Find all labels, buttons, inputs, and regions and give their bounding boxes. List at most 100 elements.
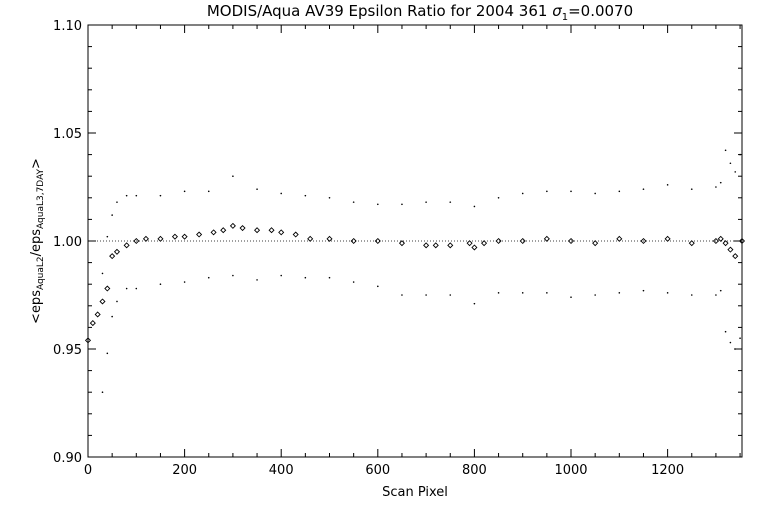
mean-point — [717, 235, 724, 242]
mean-point — [432, 242, 439, 249]
mean-point — [616, 235, 623, 242]
mean-point — [326, 235, 333, 242]
upper-point — [449, 201, 452, 203]
mean-point — [268, 227, 275, 234]
mean-point — [664, 235, 671, 242]
mean-point — [123, 242, 130, 249]
upper-point — [101, 272, 104, 275]
lower-point — [734, 348, 737, 350]
upper-point — [328, 197, 331, 199]
upper-point — [377, 203, 379, 206]
mean-point — [495, 237, 502, 245]
upper-point — [256, 188, 258, 190]
x-tick-label: 1200 — [651, 463, 684, 478]
mean-point — [210, 229, 217, 236]
mean-point — [732, 253, 739, 260]
upper-point — [690, 188, 693, 190]
upper-point — [425, 201, 427, 203]
y-tick-label: 0.95 — [53, 343, 82, 358]
lower-point — [207, 276, 210, 279]
mean-point — [738, 237, 746, 245]
upper-point — [618, 190, 621, 193]
upper-point — [159, 194, 162, 197]
lower-point — [642, 289, 645, 292]
mean-ratio-series — [84, 222, 746, 344]
upper-point — [352, 201, 355, 203]
mean-point — [109, 253, 116, 260]
x-axis: 0 200 400 600 800 1000 1200 — [84, 25, 741, 478]
lower-point — [715, 294, 717, 296]
mean-point — [592, 240, 599, 247]
lower-point — [101, 391, 104, 394]
upper-point — [497, 197, 500, 199]
lower-point — [116, 300, 118, 303]
mean-point — [423, 242, 430, 249]
lower-point — [690, 294, 693, 296]
y-tick-label: 1.10 — [53, 19, 82, 34]
upper-point — [666, 184, 669, 186]
upper-point — [304, 194, 307, 197]
lower-point — [497, 292, 500, 294]
mean-point — [239, 225, 246, 232]
mean-point — [640, 237, 647, 245]
mean-point — [104, 285, 111, 292]
lower-point — [304, 276, 307, 279]
upper-point — [111, 214, 113, 216]
mean-point — [471, 244, 478, 251]
title-sigma: σ — [552, 2, 562, 20]
mean-point — [254, 227, 261, 234]
mean-point — [196, 231, 203, 238]
upper-point — [135, 194, 138, 197]
lower-point — [111, 315, 113, 318]
lower-point — [183, 281, 186, 283]
lower-point — [739, 337, 741, 340]
mean-point — [220, 227, 227, 234]
upper-point — [207, 190, 210, 193]
upper-point — [570, 190, 572, 193]
lower-point — [352, 281, 355, 283]
mean-point — [543, 235, 550, 242]
title-sigma-subscript: 1 — [562, 12, 568, 23]
mean-point — [292, 231, 299, 238]
upper-point — [183, 190, 186, 193]
lower-point — [256, 279, 258, 281]
lower-point — [425, 294, 427, 296]
upper-point — [280, 192, 283, 195]
upper-point — [729, 162, 732, 165]
upper-envelope-series — [101, 149, 741, 275]
upper-point — [401, 203, 403, 206]
y-axis: 0.90 0.95 1.00 1.05 1.10 — [53, 19, 742, 466]
mean-point — [350, 237, 357, 245]
lower-point — [594, 294, 596, 296]
x-tick-label: 800 — [462, 463, 487, 478]
mean-point — [466, 240, 473, 247]
mean-point — [113, 248, 121, 255]
lower-point — [159, 283, 162, 286]
mean-point — [688, 240, 695, 247]
x-tick-label: 0 — [84, 463, 92, 478]
lower-point — [729, 341, 732, 344]
mean-point — [712, 237, 719, 245]
lower-point — [724, 330, 727, 333]
lower-point — [473, 302, 476, 305]
x-tick-label: 200 — [172, 463, 197, 478]
mean-point — [181, 233, 188, 240]
lower-point — [666, 292, 669, 294]
upper-point — [125, 194, 128, 197]
lower-envelope-series — [101, 274, 741, 394]
mean-point — [722, 240, 729, 247]
lower-point — [377, 285, 379, 288]
mean-point — [89, 320, 96, 327]
x-tick-label: 600 — [365, 463, 390, 478]
ylabel-open: <eps — [29, 290, 44, 324]
y-tick-label: 1.05 — [53, 127, 82, 142]
mean-point — [307, 235, 314, 242]
lower-point — [106, 352, 109, 355]
x-tick-label: 1000 — [554, 463, 587, 478]
lower-point — [232, 274, 234, 277]
y-tick-label: 0.90 — [53, 451, 82, 466]
y-axis-label: <epsAquaL2/epsAquaL3,7DAY> — [29, 158, 46, 324]
mean-point — [519, 237, 526, 245]
mean-point — [278, 229, 285, 236]
